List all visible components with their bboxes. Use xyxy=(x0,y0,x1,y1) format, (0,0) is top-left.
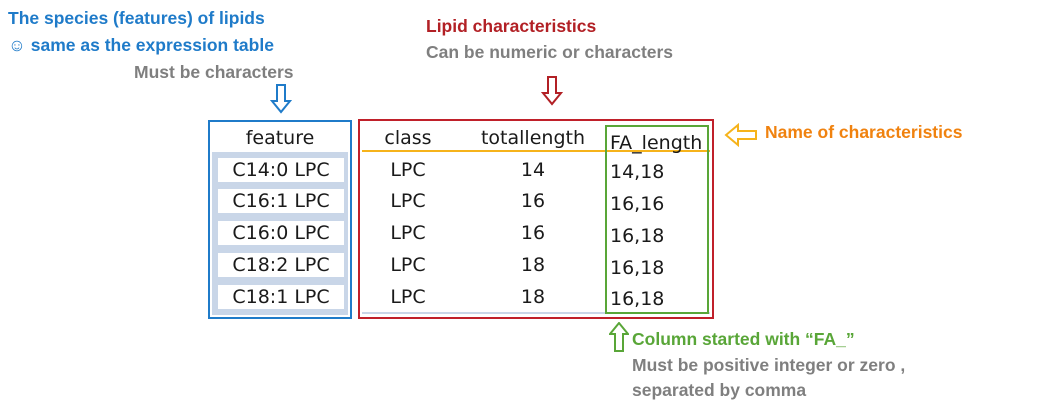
fa-length-cell: 16,18 xyxy=(610,257,665,279)
class-cell: LPC xyxy=(390,254,426,276)
fa-length-header: FA_length xyxy=(610,132,703,154)
class-cell: LPC xyxy=(390,286,426,308)
feature-header: feature xyxy=(245,127,315,149)
feature-cell: C18:1 LPC xyxy=(232,286,330,308)
fa-length-cell: 16,16 xyxy=(610,193,665,215)
characteristics-box xyxy=(358,119,714,319)
fa-length-cell: 14,18 xyxy=(610,161,665,183)
features-title: The species (features) of lipids xyxy=(8,8,265,28)
totallength-cell: 16 xyxy=(520,190,546,212)
feature-cell-bg xyxy=(217,220,345,246)
totallength-cell: 18 xyxy=(520,286,546,308)
class-header: class xyxy=(384,127,432,149)
feature-cell-bg xyxy=(217,284,345,310)
feature-cell-bg xyxy=(217,157,345,183)
down-arrow-icon xyxy=(270,84,292,114)
fa-length-cell: 16,18 xyxy=(610,225,665,247)
totallength-header: totallength xyxy=(480,127,585,149)
totallength-cell: 16 xyxy=(520,222,546,244)
feature-cell-bg xyxy=(217,252,345,278)
class-cell: LPC xyxy=(390,222,426,244)
feature-cell: C16:0 LPC xyxy=(232,222,330,244)
features-rule: Must be characters xyxy=(134,62,294,82)
up-arrow-icon xyxy=(609,322,629,352)
lipid-characteristics-rule: Can be numeric or characters xyxy=(426,42,674,62)
fa-column-box xyxy=(605,125,709,314)
feature-cell: C14:0 LPC xyxy=(232,159,330,181)
fa-rule-1: Must be positive integer or zero , xyxy=(632,355,906,375)
name-of-characteristics-label: Name of characteristics xyxy=(765,122,963,142)
down-arrow-icon xyxy=(541,76,563,106)
class-cell: LPC xyxy=(390,190,426,212)
left-arrow-icon xyxy=(724,123,758,147)
fa-length-cell: 16,18 xyxy=(610,288,665,310)
feature-cell: C18:2 LPC xyxy=(232,254,330,276)
feature-cell: C16:1 LPC xyxy=(232,190,330,212)
totallength-cell: 18 xyxy=(520,254,546,276)
features-same-note: ☺ same as the expression table xyxy=(8,35,274,55)
feature-column-box xyxy=(208,120,352,319)
fa-column-title: Column started with “FA_” xyxy=(632,329,855,349)
smiley-icon: ☺ xyxy=(8,35,26,55)
class-cell: LPC xyxy=(390,159,426,181)
feature-cell-bg xyxy=(217,188,345,214)
header-underline xyxy=(362,150,710,152)
fa-rule-2: separated by comma xyxy=(632,380,807,400)
lipid-characteristics-title: Lipid characteristics xyxy=(426,16,597,36)
table-bottom-border xyxy=(362,312,710,314)
totallength-cell: 14 xyxy=(520,159,546,181)
